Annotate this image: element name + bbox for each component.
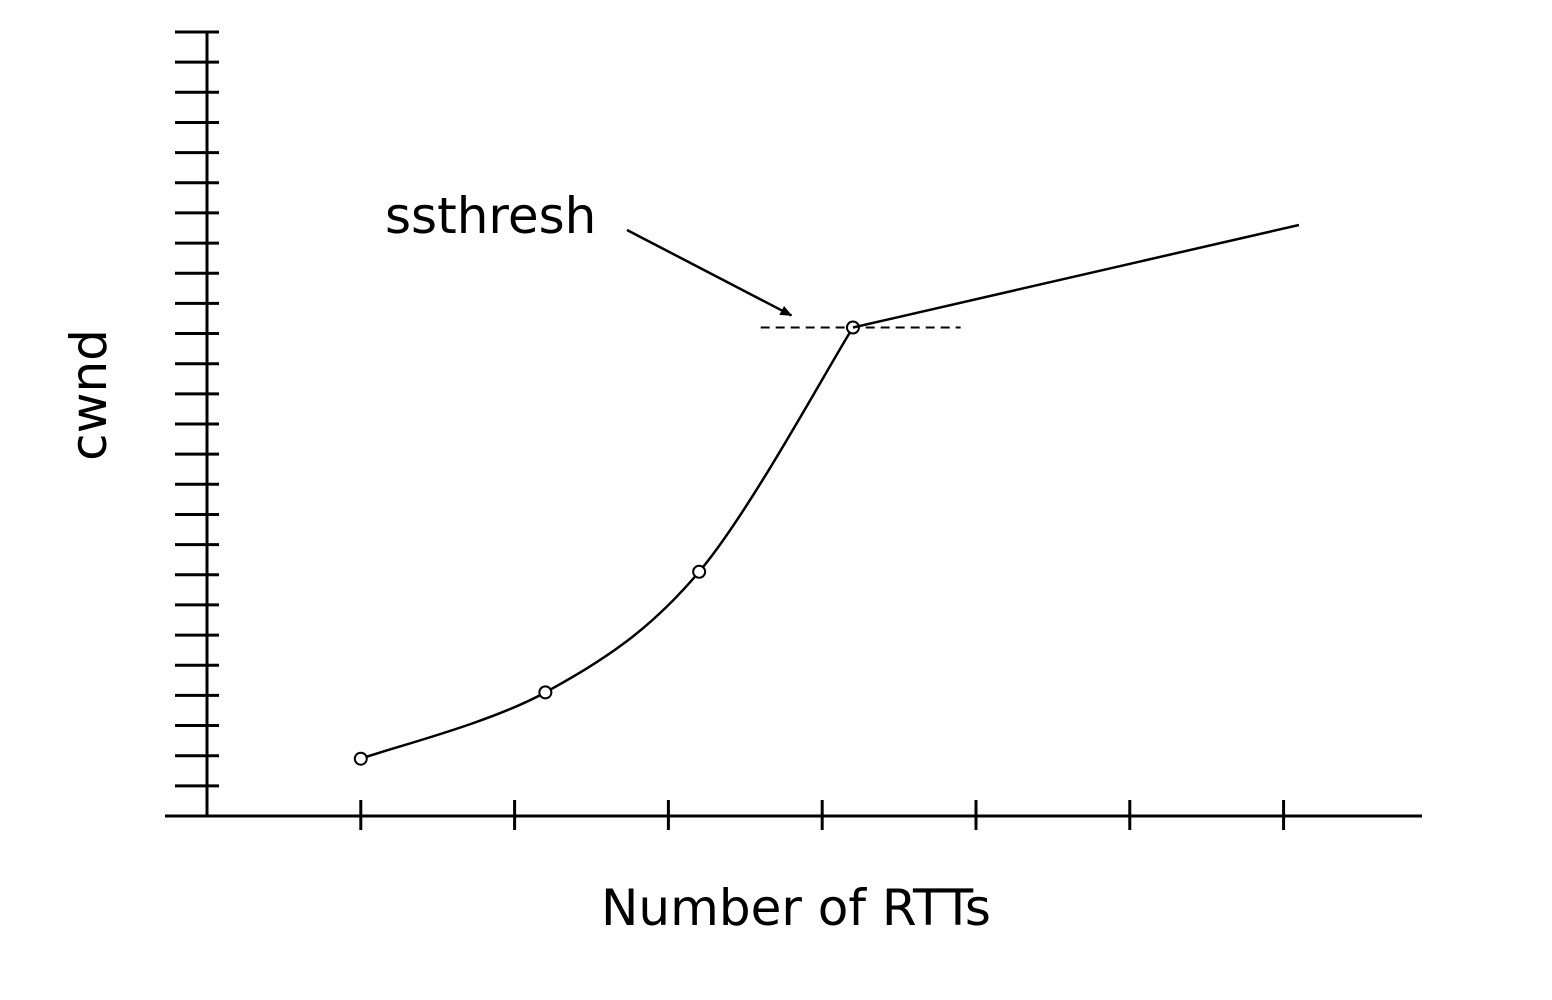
series-line (360, 326, 855, 760)
data-point (692, 564, 707, 579)
x-axis (165, 800, 1422, 830)
series-line (852, 223, 1300, 329)
y-ticks (175, 30, 219, 788)
annotation-group: ssthresh (385, 187, 793, 317)
series-group (353, 223, 1300, 766)
y-axis (175, 30, 219, 816)
y-axis-label: cwnd (60, 329, 118, 461)
x-axis-label: Number of RTTs (601, 879, 991, 937)
annotation-arrow (626, 228, 793, 317)
data-point (353, 751, 368, 766)
x-ticks (359, 800, 1286, 830)
annotation-label: ssthresh (385, 187, 596, 245)
data-point (538, 685, 553, 700)
